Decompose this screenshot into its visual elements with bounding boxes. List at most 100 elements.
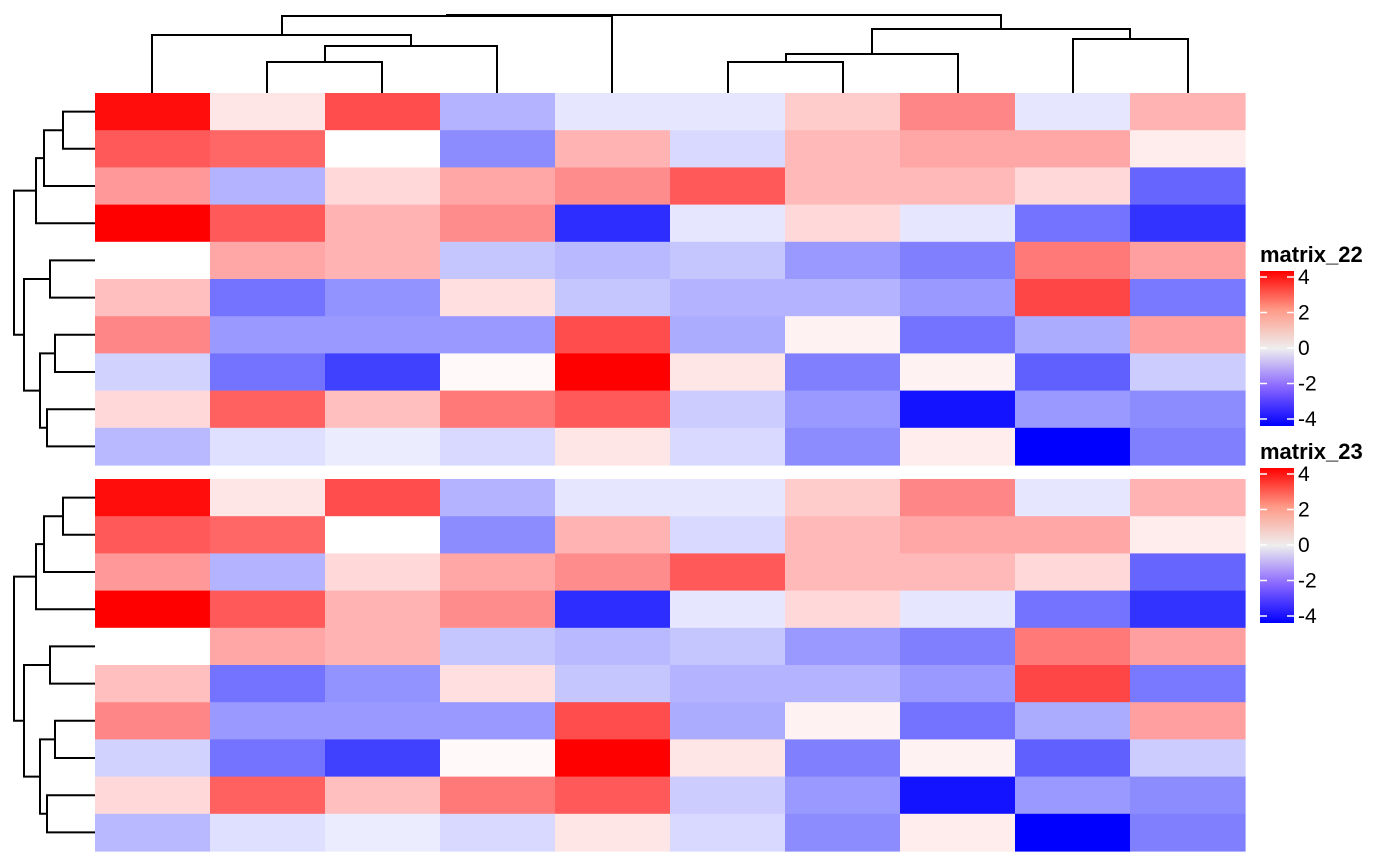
heatmap-cell — [325, 479, 441, 517]
heatmap-cell — [785, 665, 901, 703]
heatmap-cell — [1130, 590, 1246, 629]
heatmap-cell — [670, 813, 786, 852]
heatmap-cell — [95, 390, 211, 429]
heatmap-cell — [440, 204, 556, 243]
heatmap-cell — [1130, 553, 1246, 592]
heatmap-cell — [900, 167, 1016, 206]
heatmap-cell — [785, 279, 901, 317]
heatmap-cell — [1130, 813, 1246, 852]
heatmap-cell — [325, 353, 441, 392]
legend-title: matrix_23 — [1260, 439, 1363, 464]
heatmap-cell — [900, 93, 1016, 131]
heatmap-cell — [440, 516, 556, 554]
heatmap-cell — [900, 279, 1016, 317]
heatmap-cell — [555, 739, 671, 778]
heatmap-cell — [95, 516, 211, 554]
legend-tick-label: 4 — [1298, 463, 1310, 486]
heatmap-cell — [325, 93, 441, 131]
heatmap-cell — [555, 93, 671, 131]
heatmap-cell — [670, 130, 786, 168]
heatmap-cell — [555, 316, 671, 354]
heatmap-cell — [325, 590, 441, 629]
heatmap-cell — [325, 813, 441, 852]
heatmap-cell — [440, 776, 556, 815]
legend-tick-label: -2 — [1298, 570, 1317, 593]
heatmap-cell — [440, 316, 556, 354]
heatmap-cell — [1130, 390, 1246, 429]
heatmap-cell — [670, 776, 786, 815]
heatmap-cell — [440, 130, 556, 168]
heatmap-cell — [210, 590, 326, 629]
heatmap-cell — [1015, 353, 1131, 392]
heatmap-cell — [210, 279, 326, 317]
heatmap-cell — [210, 627, 326, 666]
heatmap-cell — [95, 204, 211, 243]
heatmap-cell — [325, 204, 441, 243]
heatmap-cell — [785, 316, 901, 354]
heatmap-cell — [1015, 316, 1131, 354]
heatmap-cell — [555, 204, 671, 243]
heatmap-cell — [900, 390, 1016, 429]
heatmap-cell — [785, 739, 901, 778]
heatmap-cell — [670, 167, 786, 206]
heatmap-cell — [95, 553, 211, 592]
heatmap-cell — [555, 665, 671, 703]
heatmap-cell — [1130, 93, 1246, 131]
heatmap-cell — [325, 316, 441, 354]
heatmap-cell — [440, 390, 556, 429]
heatmap-cell — [1130, 739, 1246, 778]
legend-tick-label: 2 — [1298, 499, 1310, 522]
heatmap-cell — [95, 590, 211, 629]
heatmap-cell — [900, 241, 1016, 280]
heatmap-cell — [1015, 130, 1131, 168]
heatmap-cell — [1130, 279, 1246, 317]
heatmap-cell — [1015, 390, 1131, 429]
heatmap-cell — [1015, 167, 1131, 206]
heatmap-cell — [555, 516, 671, 554]
heatmap-cell — [210, 204, 326, 243]
heatmap-cell — [95, 279, 211, 317]
heatmap-cell — [440, 627, 556, 666]
heatmap-cell — [325, 553, 441, 592]
heatmap-cell — [440, 93, 556, 131]
heatmap-cell — [670, 665, 786, 703]
heatmap-cell — [95, 93, 211, 131]
heatmap-cell — [1130, 241, 1246, 280]
heatmap-cell — [440, 665, 556, 703]
heatmap-cell — [900, 665, 1016, 703]
heatmap-cell — [555, 479, 671, 517]
heatmap-cell — [325, 167, 441, 206]
heatmap-cell — [325, 739, 441, 778]
heatmap-cell — [900, 776, 1016, 815]
heatmap-cell — [1130, 427, 1246, 466]
heatmap-cell — [440, 279, 556, 317]
heatmap-cell — [210, 353, 326, 392]
heatmap-cell — [1130, 627, 1246, 666]
heatmap-cell — [900, 739, 1016, 778]
heatmap-cell — [785, 130, 901, 168]
heatmap-cell — [555, 702, 671, 740]
heatmap-cell — [785, 241, 901, 280]
heatmap-cell — [900, 813, 1016, 852]
heatmap-cell — [670, 93, 786, 131]
heatmap-cell — [1130, 204, 1246, 243]
heatmap-cell — [1015, 553, 1131, 592]
heatmap-cell — [555, 353, 671, 392]
heatmap-cell — [1130, 702, 1246, 740]
heatmap-cell — [785, 776, 901, 815]
heatmap-cell — [210, 427, 326, 466]
heatmap-cell — [95, 627, 211, 666]
heatmap-cell — [785, 516, 901, 554]
heatmap-cell — [555, 553, 671, 592]
heatmap-cell — [1130, 130, 1246, 168]
heatmap-cell — [555, 241, 671, 280]
legend-tick-label: 2 — [1298, 302, 1310, 325]
heatmap-cell — [900, 702, 1016, 740]
heatmap-cell — [210, 739, 326, 778]
legend-tick-label: 0 — [1298, 534, 1310, 557]
legend-matrix-23: matrix_23 4 2 0 -2 -4 — [1260, 439, 1363, 628]
heatmap-cell — [325, 627, 441, 666]
legend-tick-label: -4 — [1298, 605, 1317, 628]
heatmap-cell — [1015, 516, 1131, 554]
heatmap-cell — [95, 241, 211, 280]
